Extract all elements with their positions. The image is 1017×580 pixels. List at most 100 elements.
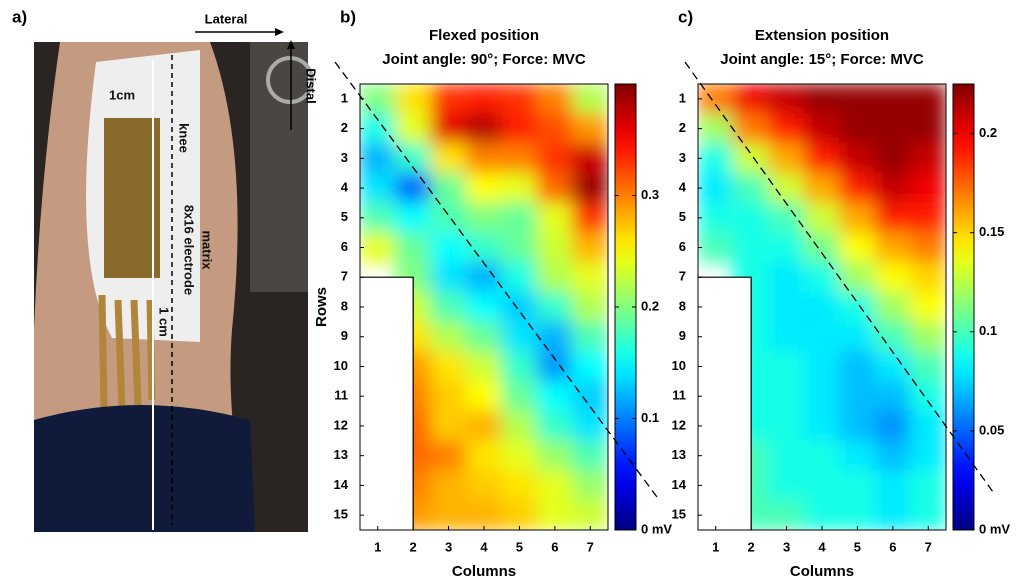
heat-cell bbox=[874, 113, 912, 144]
heat-cell bbox=[536, 172, 574, 204]
heat-cell bbox=[394, 202, 432, 234]
heat-cell bbox=[839, 142, 876, 174]
heat-cell bbox=[572, 380, 608, 412]
heat-cell bbox=[572, 440, 608, 472]
heat-cell bbox=[536, 84, 574, 115]
heat-cell bbox=[394, 232, 432, 263]
heat-cell bbox=[501, 142, 538, 174]
heat-cell bbox=[910, 321, 946, 353]
x-tick-label: 3 bbox=[783, 539, 790, 554]
photo-panel: 1cm knee 8x16 electrode matrix 1 cm bbox=[34, 42, 314, 532]
heat-cell bbox=[572, 232, 608, 263]
y-tick-label: 2 bbox=[679, 120, 686, 135]
heat-cell bbox=[536, 380, 574, 412]
heat-cell bbox=[839, 172, 876, 204]
chart-subtitle: Joint angle: 90°; Force: MVC bbox=[382, 51, 586, 68]
heat-cell bbox=[536, 232, 574, 263]
missing-fill bbox=[698, 277, 751, 530]
x-tick-label: 4 bbox=[480, 539, 488, 554]
heat-cell bbox=[768, 440, 805, 472]
heat-cell bbox=[839, 380, 876, 412]
heat-cell bbox=[839, 351, 876, 382]
heat-cell bbox=[698, 232, 734, 263]
y-tick-label: 3 bbox=[679, 150, 686, 165]
heat-cell bbox=[394, 113, 432, 144]
heat-cell bbox=[910, 202, 946, 234]
heat-cell bbox=[910, 499, 946, 530]
colorbar-label: 0 mV bbox=[641, 521, 672, 536]
heat-cell bbox=[465, 499, 503, 530]
heat-cell bbox=[768, 172, 805, 204]
heat-cell bbox=[536, 321, 574, 353]
heat-cell bbox=[360, 84, 396, 115]
heat-cell bbox=[874, 351, 912, 382]
x-tick-label: 7 bbox=[587, 539, 594, 554]
colorbar-label: 0 mV bbox=[979, 521, 1010, 536]
x-tick-label: 4 bbox=[818, 539, 826, 554]
heat-cell bbox=[839, 261, 876, 293]
heat-cell bbox=[839, 232, 876, 263]
y-tick-label: 5 bbox=[341, 209, 348, 224]
heat-cell bbox=[572, 113, 608, 144]
heat-cell bbox=[803, 321, 841, 353]
heat-cell bbox=[501, 261, 538, 293]
heat-cell bbox=[768, 499, 805, 530]
heat-cell bbox=[768, 113, 805, 144]
heat-cell bbox=[698, 142, 734, 174]
heat-cell bbox=[360, 142, 396, 174]
heat-cell bbox=[572, 410, 608, 442]
heat-cell bbox=[910, 172, 946, 204]
heat-cell bbox=[465, 84, 503, 115]
heat-cell bbox=[910, 470, 946, 501]
heat-cell bbox=[465, 440, 503, 472]
arrow-head bbox=[275, 28, 284, 36]
x-axis-label: Columns bbox=[452, 563, 516, 580]
y-tick-label: 9 bbox=[679, 328, 686, 343]
heat-cell bbox=[465, 261, 503, 293]
y-tick-label: 13 bbox=[334, 447, 348, 462]
heat-cell bbox=[501, 499, 538, 530]
heat-cell bbox=[430, 380, 467, 412]
heat-cell bbox=[732, 84, 770, 115]
x-tick-label: 1 bbox=[712, 539, 719, 554]
heat-cell bbox=[839, 321, 876, 353]
heat-cell bbox=[732, 172, 770, 204]
heatmap-cells bbox=[360, 84, 608, 530]
y-tick-label: 10 bbox=[672, 358, 686, 373]
y-tick-label: 1 bbox=[341, 90, 348, 105]
heat-cell bbox=[803, 499, 841, 530]
heat-cell bbox=[501, 440, 538, 472]
y-axis-label: Rows bbox=[313, 287, 330, 327]
y-tick-label: 7 bbox=[341, 269, 348, 284]
heat-cell bbox=[501, 113, 538, 144]
heat-cell bbox=[360, 232, 396, 263]
heat-cell bbox=[803, 232, 841, 263]
heat-cell bbox=[430, 351, 467, 382]
heat-cell bbox=[874, 142, 912, 174]
y-tick-label: 4 bbox=[679, 180, 687, 195]
heat-cell bbox=[768, 202, 805, 234]
missing-region bbox=[360, 276, 414, 530]
y-tick-label: 11 bbox=[672, 388, 686, 403]
heat-cell bbox=[572, 261, 608, 293]
heat-cell bbox=[501, 291, 538, 323]
heat-cell bbox=[536, 351, 574, 382]
y-tick-label: 6 bbox=[679, 239, 686, 254]
chart-title: Flexed position bbox=[429, 27, 539, 44]
heat-cell bbox=[803, 291, 841, 323]
heat-cell bbox=[839, 202, 876, 234]
colorbar-label: 0.1 bbox=[641, 410, 659, 425]
heat-cell bbox=[732, 202, 770, 234]
heat-cell bbox=[394, 172, 432, 204]
heat-cell bbox=[394, 84, 432, 115]
heat-cell bbox=[803, 470, 841, 501]
heat-cell bbox=[910, 232, 946, 263]
heat-cell bbox=[910, 380, 946, 412]
heat-cell bbox=[430, 142, 467, 174]
heat-cell bbox=[430, 261, 467, 293]
matrix-label: 8x16 electrode bbox=[182, 205, 197, 295]
heat-cell bbox=[501, 232, 538, 263]
heat-cell bbox=[501, 172, 538, 204]
y-tick-label: 12 bbox=[334, 417, 348, 432]
heat-cell bbox=[360, 113, 396, 144]
